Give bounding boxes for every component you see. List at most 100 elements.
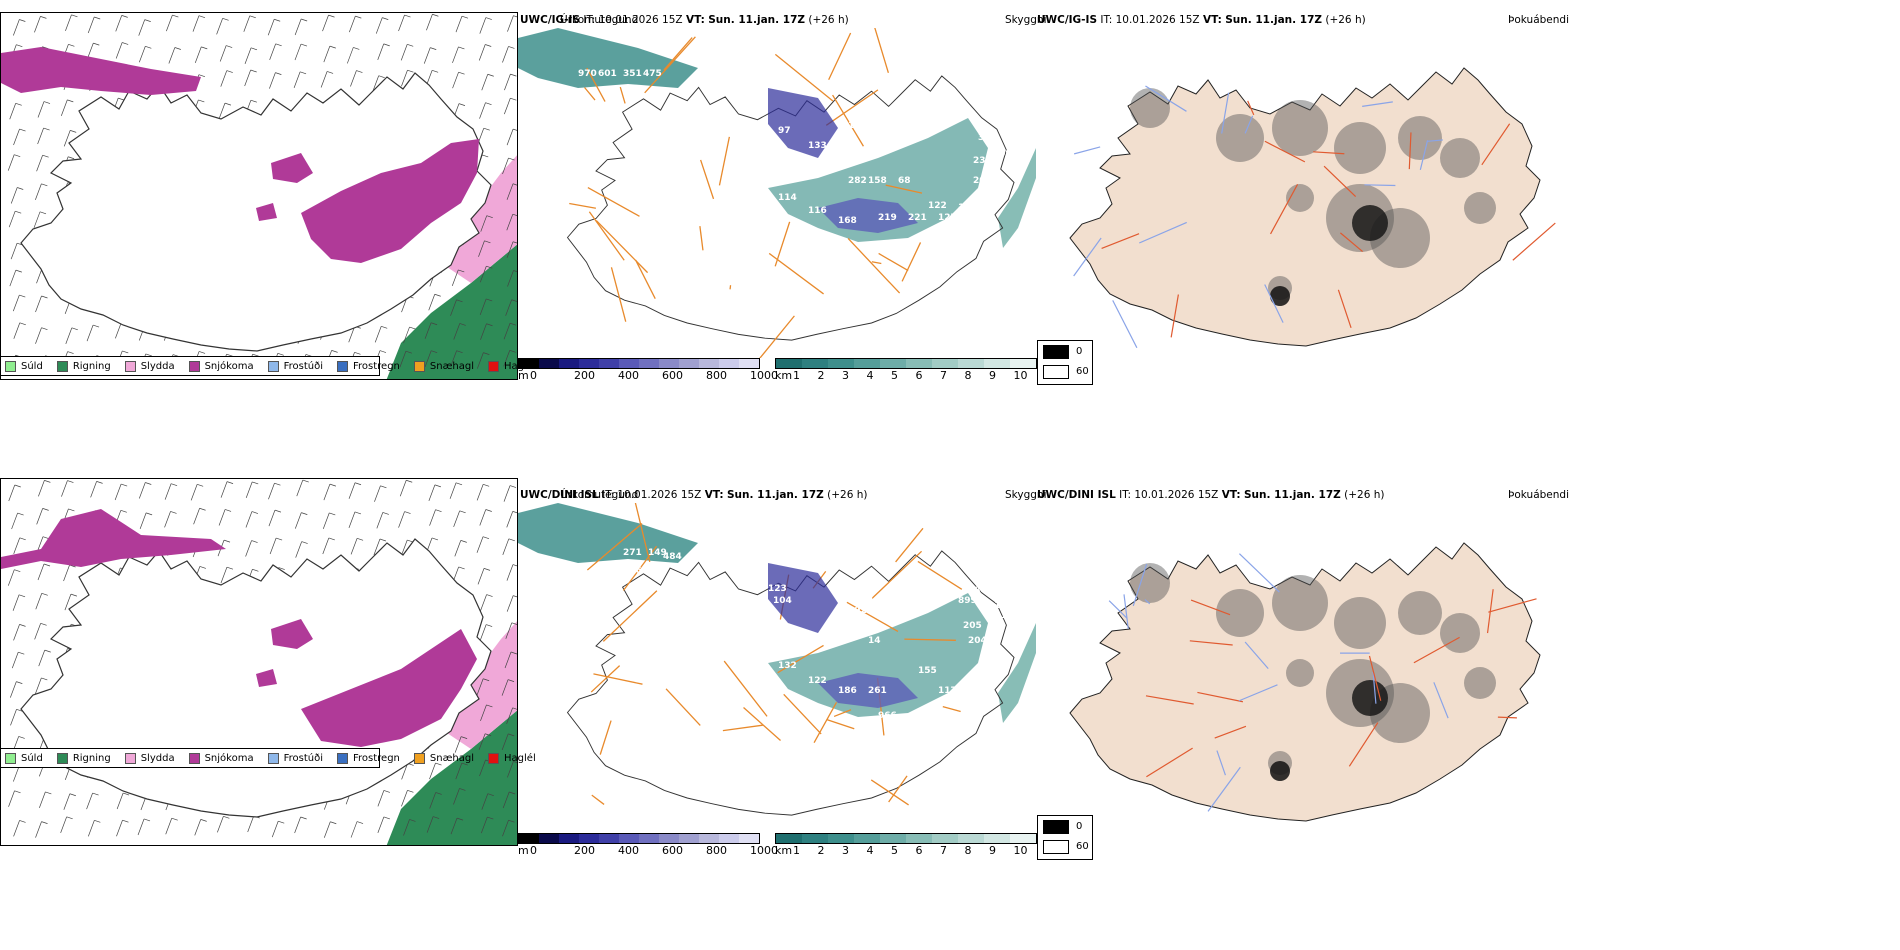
wind-barb (8, 210, 22, 228)
road-line (590, 665, 621, 693)
river-line (1207, 766, 1241, 812)
wind-barb (478, 733, 492, 750)
wind-barb (268, 509, 282, 527)
wind-barb (348, 15, 362, 33)
road-line (1190, 599, 1231, 616)
wind-barb (401, 790, 414, 807)
wind-barb (454, 736, 468, 753)
cloud-base-value: 151 (988, 611, 1007, 621)
fog-blob (1286, 659, 1314, 687)
wind-barb (501, 733, 515, 750)
cloud-base-value: 149 (648, 548, 667, 558)
road-line (768, 252, 824, 295)
wind-barb (423, 47, 437, 64)
legend-swatch (188, 752, 200, 764)
wind-barb (428, 484, 441, 501)
wind-barb (166, 14, 179, 32)
cloud-base-value: 203 (973, 176, 992, 186)
fog-blob (1440, 138, 1480, 178)
road-line (870, 779, 909, 806)
legend-swatch (267, 360, 279, 372)
legend-label: Snæhagl (429, 360, 475, 372)
colorbar-unit: km (775, 369, 793, 382)
wind-barb (164, 483, 178, 500)
wind-barb (452, 71, 465, 89)
colorbar-tick: 1000 (750, 844, 778, 857)
colorbar-cell (1010, 834, 1036, 843)
wind-barb (377, 43, 390, 60)
legend-label: Snjókoma (204, 360, 254, 372)
wind-barb (506, 707, 517, 724)
snow-area-small (256, 203, 277, 221)
valid-time: Sun. 11.jan. 17Z (1243, 489, 1341, 501)
wind-barb (36, 508, 49, 525)
wind-barb (244, 69, 257, 87)
wind-barb (400, 44, 414, 61)
legend-label: Rigning (72, 360, 111, 372)
cloud-base-value: 899 (958, 596, 977, 606)
panel-title-precip: Úrkomutegund (560, 489, 639, 501)
cloud-base-value: 132 (778, 661, 797, 671)
road-line (699, 226, 704, 251)
river-line (1139, 221, 1187, 244)
fog-blob (1272, 575, 1328, 631)
colorbar-tick: 800 (706, 844, 727, 857)
wind-barb (37, 563, 51, 581)
wind-barb (450, 299, 463, 316)
wind-barb (323, 483, 337, 501)
wind-barb (12, 294, 26, 312)
legend-swatch (124, 752, 136, 764)
wind-barb (398, 14, 411, 32)
cloud-base-value: 227 (878, 536, 897, 546)
colorbar-tick: 4 (866, 844, 874, 857)
wind-barb (502, 46, 515, 63)
road-line (783, 693, 822, 735)
road-line (634, 503, 651, 563)
wind-barb (138, 482, 152, 499)
wind-barb (217, 815, 230, 833)
road-line (904, 638, 956, 641)
wind-barb (35, 295, 48, 313)
wind-barb (220, 70, 233, 87)
river-line (1145, 85, 1187, 112)
snow-area-east (301, 139, 479, 263)
colorbar-cell (679, 359, 699, 368)
wind-barb (12, 594, 26, 611)
river-line (1073, 146, 1101, 155)
fog-blob (1272, 100, 1328, 156)
river-line (1144, 599, 1151, 605)
cloud-base-colorbar: m 0 200 400 600 800 1000 (518, 358, 778, 384)
river-line (1073, 237, 1102, 277)
iceland-landmass (1069, 67, 1541, 347)
wind-barb (60, 99, 74, 116)
colorbar-cell (619, 834, 639, 843)
cloud-base-value: 601 (598, 69, 617, 79)
colorbar-tick: 600 (662, 844, 683, 857)
lead-time: (+26 h) (1344, 489, 1385, 501)
colorbar-cell (984, 359, 1010, 368)
wind-barb (376, 512, 389, 529)
wind-barb (13, 128, 26, 146)
legend-label: Frostregn (353, 360, 400, 372)
iceland-outline (566, 75, 1015, 341)
legend-swatch (488, 752, 500, 764)
colorbar-cell (776, 834, 802, 843)
legend-label: Frostregn (353, 752, 400, 764)
fog-blob (1334, 597, 1386, 649)
colorbar-tick: 400 (618, 369, 639, 382)
road-line (1413, 636, 1460, 664)
wind-barb (506, 595, 517, 612)
colorbar-cell (984, 834, 1010, 843)
wind-barb (506, 213, 517, 231)
road-line (774, 53, 834, 102)
colorbar-tick: 7 (940, 844, 947, 857)
wind-barb (245, 540, 258, 557)
wind-barb (139, 512, 153, 530)
road-line (1145, 695, 1194, 705)
colorbar-cell (854, 359, 880, 368)
road-line (759, 315, 795, 358)
wind-barb (477, 352, 490, 369)
init-time: IT: 10.01.2026 15Z (1119, 489, 1219, 501)
legend-item: Frostregn (337, 360, 400, 372)
river-line (1433, 682, 1449, 719)
